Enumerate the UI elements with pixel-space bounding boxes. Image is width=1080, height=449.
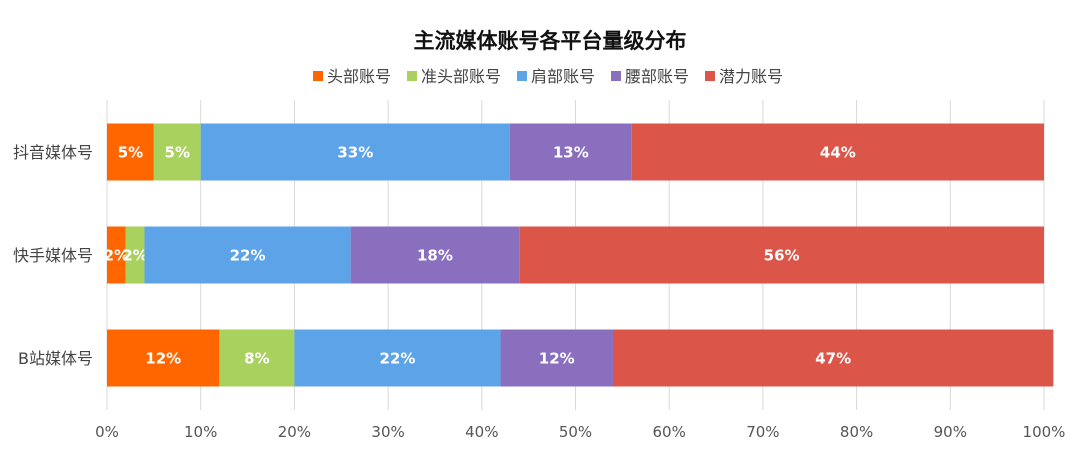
data-label: 44% — [820, 144, 856, 162]
x-tick-label: 40% — [465, 423, 498, 441]
data-label: 22% — [230, 247, 266, 265]
bar-segment — [294, 329, 501, 387]
data-label: 22% — [380, 350, 416, 368]
bar-segment — [200, 123, 510, 181]
data-label: 2% — [104, 247, 129, 265]
data-label: 18% — [417, 247, 453, 265]
legend-swatch — [611, 71, 621, 81]
bar-segment — [107, 123, 154, 181]
x-tick-labels: 0% 10% 20% 30% 40% 50% 60% 70% 80% 90% 100% — [95, 423, 1065, 441]
bar-segment — [153, 123, 201, 181]
x-tick-label: 90% — [934, 423, 967, 441]
x-tick-label: 80% — [840, 423, 873, 441]
bar-segment — [612, 329, 1054, 387]
legend-swatch — [407, 71, 417, 81]
bar-segment — [519, 226, 1044, 284]
data-label: 33% — [337, 144, 373, 162]
data-label: 12% — [145, 350, 181, 368]
bar-segment — [144, 226, 351, 284]
bar-segment — [350, 226, 520, 284]
category-label: 抖音媒体号 — [13, 143, 93, 162]
data-label: 56% — [764, 247, 800, 265]
category-label: B站媒体号 — [18, 349, 93, 368]
x-tick-label: 30% — [371, 423, 404, 441]
legend-label: 肩部账号 — [531, 67, 595, 86]
data-label: 8% — [244, 350, 269, 368]
bar-segment — [219, 329, 295, 387]
legend-swatch — [313, 71, 323, 81]
legend-label: 准头部账号 — [421, 67, 501, 86]
data-label: 5% — [165, 144, 190, 162]
bars: 5% 5% 33% 13% 44% 2%2% 22% 18% 56% 12% 8% 22% 12% 47% — [104, 123, 1054, 387]
x-tick-label: 20% — [278, 423, 311, 441]
bar-segment — [125, 226, 145, 284]
bar-segment — [631, 123, 1044, 181]
data-label: 13% — [553, 144, 589, 162]
data-label: 47% — [815, 350, 851, 368]
legend-label: 腰部账号 — [625, 67, 689, 86]
bar-segment — [107, 226, 126, 284]
data-label: 2% — [122, 247, 147, 265]
category-label: 快手媒体号 — [13, 246, 93, 265]
chart-title: 主流媒体账号各平台量级分布 — [414, 29, 687, 53]
x-tick-label: 0% — [95, 423, 119, 441]
bar-segment — [500, 329, 613, 387]
legend-swatch — [705, 71, 715, 81]
legend: 头部账号 准头部账号 肩部账号 腰部账号 潜力账号 — [313, 67, 783, 86]
data-label: 12% — [539, 350, 575, 368]
bar-segment — [509, 123, 632, 181]
x-tick-label: 100% — [1023, 423, 1066, 441]
x-tick-label: 10% — [184, 423, 217, 441]
legend-label: 头部账号 — [327, 67, 391, 86]
data-label: 5% — [118, 144, 143, 162]
legend-label: 潜力账号 — [719, 67, 783, 86]
legend-swatch — [517, 71, 527, 81]
x-tick-label: 60% — [653, 423, 686, 441]
x-tick-label: 70% — [746, 423, 779, 441]
x-tick-label: 50% — [559, 423, 592, 441]
bar-segment — [107, 329, 220, 387]
